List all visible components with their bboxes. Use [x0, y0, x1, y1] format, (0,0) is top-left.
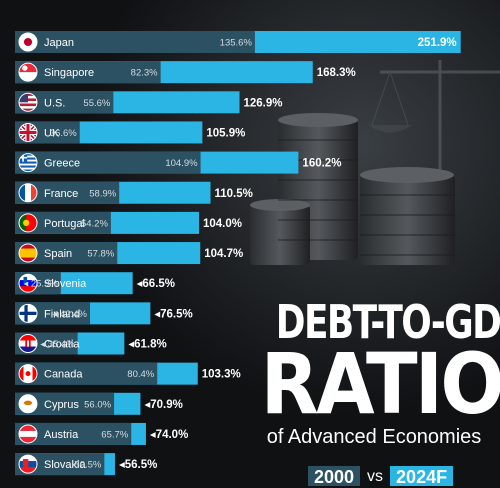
- value-label-2024f: 160.2%: [302, 158, 341, 170]
- chart-row-finland: Finland◂ 42.4% ◂76.5%: [15, 302, 193, 325]
- value-label-2024f: ◂70.9%: [144, 399, 182, 411]
- value-label-2000: 135.6%: [220, 38, 253, 49]
- title-block: DEBT-TO-GDP RATIO of Advanced Economies: [248, 298, 500, 449]
- value-label-2000: 104.9%: [165, 158, 198, 169]
- slovakia-flag-icon: [18, 454, 38, 474]
- value-label-2000: 80.4%: [127, 369, 154, 380]
- bar-2000: [15, 91, 114, 114]
- value-label-2000: 55.6%: [83, 98, 110, 109]
- bar-2000: [15, 422, 132, 445]
- austria-flag-icon: [18, 424, 38, 444]
- chart-title-line2: RATIO: [260, 335, 500, 433]
- value-label-2024f: 126.9%: [244, 97, 283, 109]
- value-label-2024f: 104.0%: [203, 218, 242, 230]
- japan-flag-icon: [18, 32, 38, 52]
- country-label: Slovenia: [44, 278, 87, 290]
- legend-2024f: 2024F: [390, 466, 454, 487]
- value-label-2000: 36.6%: [50, 128, 77, 139]
- bar-2000: [15, 392, 115, 415]
- value-label-2000: 65.7%: [101, 429, 128, 440]
- france-flag-icon: [18, 183, 38, 203]
- bar-2000: [15, 211, 111, 234]
- singapore-flag-icon: [18, 62, 38, 82]
- value-label-2024f: 105.9%: [206, 127, 245, 139]
- scale-background-icon: [368, 60, 500, 170]
- canada-flag-icon: [18, 364, 38, 384]
- bar-2000: [15, 242, 118, 265]
- chart-row-croatia: Croatia◂ 35.4% ◂61.8%: [15, 332, 167, 355]
- country-label: Slovakia: [44, 459, 86, 471]
- country-label: Portugal: [44, 218, 85, 230]
- chart-row-spain: Spain 57.8% 104.7%: [15, 242, 243, 265]
- bar-2000: [15, 151, 201, 174]
- bar-2000: [15, 362, 158, 385]
- greece-flag-icon: [18, 153, 38, 173]
- chart-row-cyprus: Cyprus 56.0% ◂70.9%: [15, 392, 183, 415]
- value-label-2024f: 251.9%: [418, 37, 457, 49]
- bar-2000: [15, 453, 105, 476]
- value-label-2000: 82.3%: [131, 68, 158, 79]
- bar-2000: [15, 31, 255, 53]
- coin-stack-icon: [250, 113, 455, 265]
- value-label-2024f: ◂61.8%: [128, 339, 166, 351]
- chart-row-france: France 58.9% 110.5%: [15, 181, 253, 204]
- value-label-2024f: ◂76.5%: [154, 308, 192, 320]
- value-label-2000: ◂ 25.9%: [23, 279, 58, 290]
- country-label: Greece: [44, 158, 80, 170]
- bar-2000: [15, 181, 120, 204]
- value-label-2024f: 104.7%: [204, 248, 243, 260]
- country-label: U.S.: [44, 97, 65, 109]
- chart-row-us: U.S. 55.6% 126.9%: [15, 91, 283, 114]
- chart-row-canada: Canada 80.4% 103.3%: [15, 362, 241, 385]
- bar-2000: [15, 61, 161, 84]
- finland-flag-icon: [18, 303, 38, 323]
- spain-flag-icon: [18, 243, 38, 263]
- country-label: Croatia: [44, 339, 80, 351]
- country-label: Canada: [44, 369, 83, 381]
- value-label-2024f: 168.3%: [317, 67, 356, 79]
- value-label-2000: ◂ 42.4%: [53, 309, 88, 320]
- value-label-2000: 56.0%: [84, 399, 111, 410]
- value-label-2000: 50.5%: [74, 460, 101, 471]
- value-label-2024f: 110.5%: [215, 188, 253, 200]
- value-label-2000: 57.8%: [87, 249, 114, 260]
- value-label-2024f: ◂74.0%: [150, 429, 188, 441]
- us-flag-icon: [18, 92, 38, 112]
- country-label: Singapore: [44, 67, 94, 79]
- chart-row-singapore: Singapore 82.3% 168.3%: [15, 61, 356, 84]
- portugal-flag-icon: [18, 213, 38, 233]
- slovenia-flag-icon: [18, 273, 38, 293]
- croatia-flag-icon: [18, 334, 38, 353]
- value-label-2024f: 103.3%: [202, 369, 241, 381]
- chart-row-slovenia: Slovenia◂ 25.9% ◂66.5%: [15, 272, 175, 295]
- legend: 2000 vs 2024F: [308, 466, 454, 487]
- cyprus-flag-icon: [18, 394, 38, 414]
- legend-vs: vs: [367, 468, 384, 485]
- country-label: Japan: [44, 37, 74, 49]
- value-label-2000: ◂ 35.4%: [40, 339, 75, 350]
- chart-row-austria: Austria 65.7% ◂74.0%: [15, 422, 188, 445]
- value-label-2000: 58.9%: [89, 188, 116, 199]
- uk-flag-icon: [18, 122, 38, 142]
- chart-row-japan: Japan 135.6% 251.9%: [15, 31, 461, 53]
- legend-2000: 2000: [308, 466, 361, 487]
- chart-subtitle: of Advanced Economies: [266, 426, 482, 448]
- country-label: UK: [44, 127, 60, 139]
- value-label-2000: 54.2%: [81, 218, 108, 229]
- country-label: Spain: [44, 248, 72, 260]
- chart-row-greece: Greece 104.9% 160.2%: [15, 151, 341, 174]
- chart-title-line1: DEBT-TO-GDP: [275, 295, 500, 349]
- country-label: France: [44, 188, 78, 200]
- value-label-2024f: ◂66.5%: [137, 278, 175, 290]
- country-label: Finland: [44, 308, 80, 320]
- country-label: Austria: [44, 429, 79, 441]
- value-label-2024f: ◂56.5%: [119, 459, 157, 471]
- country-label: Cyprus: [44, 399, 79, 411]
